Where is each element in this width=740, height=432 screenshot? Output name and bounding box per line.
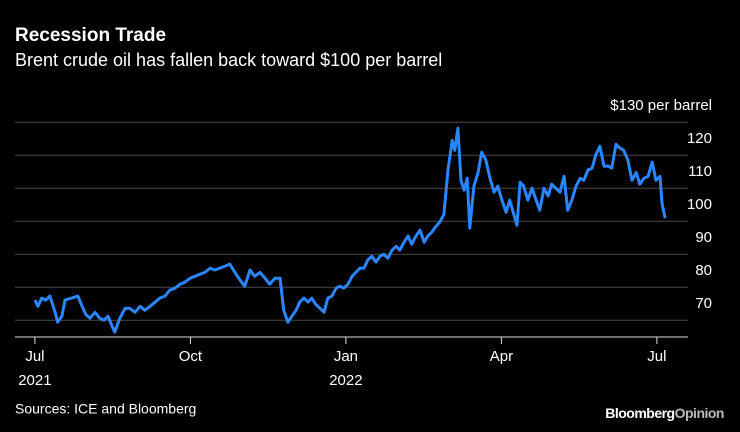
x-tick-label: Jan [334, 348, 358, 365]
x-tick-label: Jul [25, 348, 44, 365]
chart-title: Recession Trade [15, 25, 166, 46]
price-line [33, 126, 667, 334]
y-tick-label: 100 [687, 196, 712, 213]
x-tick-year: 2021 [18, 372, 51, 389]
y-tick-label: 120 [687, 130, 712, 147]
x-tick-label: Apr [490, 348, 513, 365]
y-tick-label: 110 [688, 163, 712, 180]
logo: BloombergOpinion [605, 405, 724, 421]
y-tick-label: $130 per barrel [610, 97, 712, 114]
x-tick-year: 2022 [329, 372, 362, 389]
logo-accent: Opinion [675, 405, 724, 421]
chart-subtitle: Brent crude oil has fallen back toward $… [15, 50, 442, 70]
y-tick-label: 70 [695, 295, 712, 312]
x-tick-label: Oct [179, 348, 203, 365]
x-tick-label: Jul [647, 348, 666, 365]
y-tick-label: 90 [695, 229, 712, 246]
y-tick-label: 80 [695, 262, 712, 279]
logo-main: Bloomberg [605, 405, 674, 421]
source-note: Sources: ICE and Bloomberg [15, 401, 196, 417]
